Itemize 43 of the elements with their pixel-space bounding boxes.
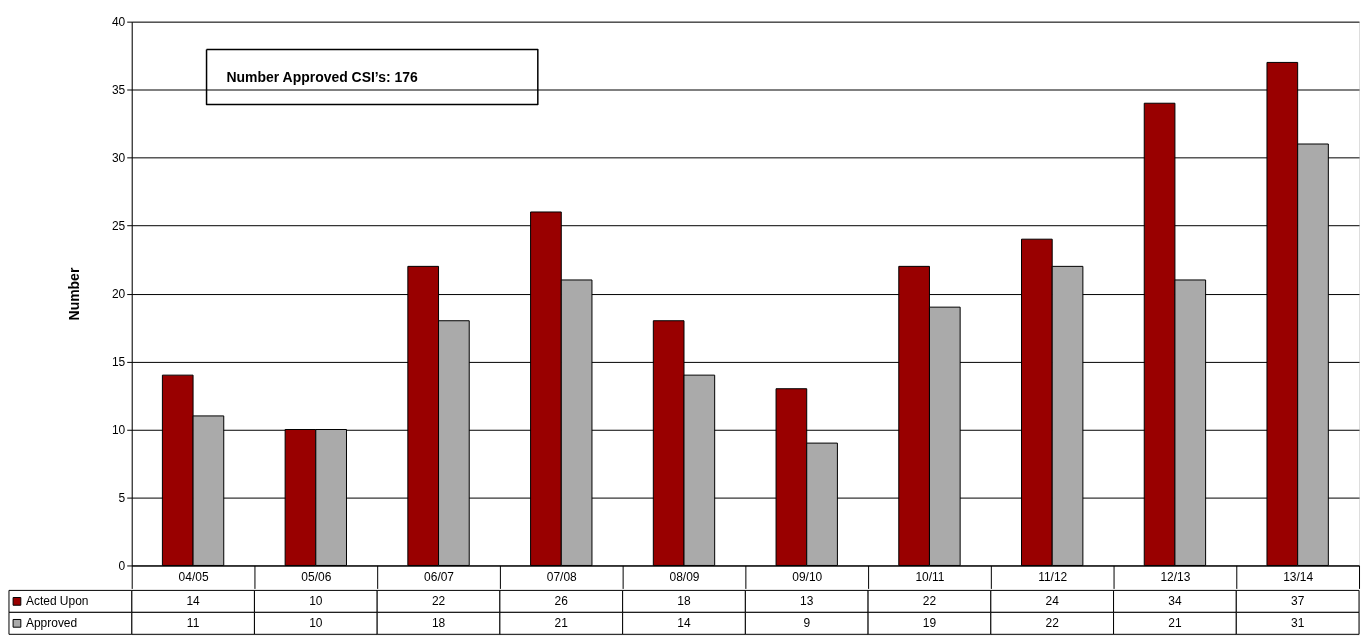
data-label: 22 bbox=[922, 594, 937, 609]
data-label: 10 bbox=[309, 616, 323, 631]
data-label: 22 bbox=[431, 594, 446, 609]
y-tick-label: 20 bbox=[111, 287, 126, 302]
x-tick-label: 12/13 bbox=[1160, 569, 1191, 584]
x-tick-label: 05/06 bbox=[301, 569, 332, 584]
legend-label: Approved bbox=[25, 616, 78, 631]
data-label: 13 bbox=[800, 594, 814, 609]
x-tick-label: 04/05 bbox=[178, 569, 209, 584]
y-tick-label: 10 bbox=[111, 423, 126, 437]
y-tick-label: 15 bbox=[111, 355, 126, 370]
data-label: 22 bbox=[1045, 616, 1060, 631]
x-tick-label: 06/07 bbox=[424, 569, 455, 584]
legend-label: Acted Upon bbox=[25, 594, 89, 609]
data-label: 10 bbox=[309, 594, 323, 609]
data-label: 14 bbox=[677, 616, 691, 631]
annotation: Number Approved CSI’s: 176 bbox=[226, 68, 418, 85]
y-tick-label: 35 bbox=[111, 83, 126, 98]
data-label: 19 bbox=[922, 616, 937, 631]
x-tick-label: 07/08 bbox=[546, 569, 578, 584]
x-tick-label: 09/10 bbox=[792, 569, 823, 584]
data-label: 31 bbox=[1290, 616, 1305, 631]
data-label: 18 bbox=[677, 594, 691, 609]
y-tick-label: 5 bbox=[118, 490, 126, 505]
data-label: 14 bbox=[186, 594, 201, 609]
data-label: 34 bbox=[1168, 594, 1182, 609]
x-tick-label: 08/09 bbox=[669, 569, 700, 584]
data-label: 18 bbox=[431, 616, 446, 631]
data-label: 26 bbox=[554, 594, 569, 609]
y-tick-label: 0 bbox=[118, 558, 126, 573]
y-tick-label: 30 bbox=[111, 151, 126, 166]
y-tick-label: 25 bbox=[111, 219, 126, 234]
data-label: 21 bbox=[554, 616, 569, 631]
data-label: 21 bbox=[1168, 616, 1182, 631]
data-label: 9 bbox=[803, 616, 811, 631]
y-axis-title: Number bbox=[65, 267, 82, 321]
x-tick-label: 13/14 bbox=[1283, 569, 1314, 584]
y-tick-label: 40 bbox=[111, 15, 126, 30]
data-label: 37 bbox=[1290, 594, 1305, 609]
data-label: 24 bbox=[1045, 594, 1060, 609]
x-tick-label: 11/12 bbox=[1038, 569, 1068, 584]
x-tick-label: 10/11 bbox=[915, 569, 945, 584]
data-label: 11 bbox=[186, 616, 200, 631]
